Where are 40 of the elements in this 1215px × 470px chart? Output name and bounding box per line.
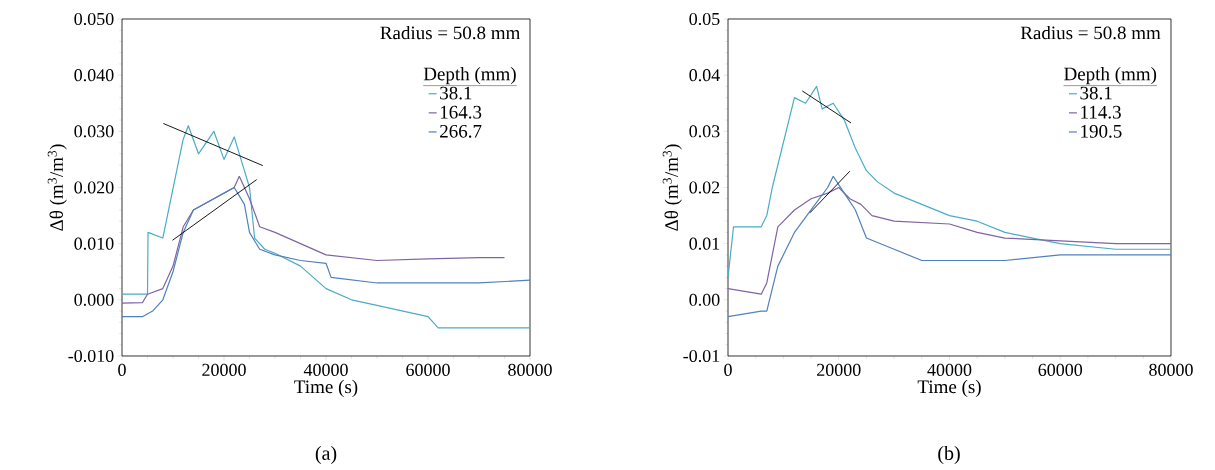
legend-label: 38.1: [440, 86, 472, 100]
text: (a): [315, 445, 337, 465]
legend-label: 114.3: [1081, 105, 1121, 119]
x-tick-label: 40000: [927, 363, 972, 376]
y-tick-label: 0.02: [689, 181, 720, 194]
y-tick-label: 0.03: [689, 125, 720, 138]
y-tick-label: 0.05: [689, 12, 720, 26]
y-tick-label: 0.030: [74, 125, 114, 138]
y-axis-title: Δθ (m$^{3}$/m$^{3}$): [47, 144, 67, 231]
annotation: Radius = 50.8 mm: [380, 25, 521, 40]
y-tick-label: 0.050: [74, 12, 114, 26]
x-tick-label: 0: [724, 363, 732, 376]
x-tick-label: 0: [118, 363, 126, 376]
legend-label: 190.5: [1081, 124, 1122, 138]
y-tick-label: 0.020: [74, 181, 114, 194]
annotation: Radius = 50.8 mm: [1020, 25, 1161, 40]
legend-title: Depth (mm): [423, 67, 516, 85]
y-tick-label: 0.04: [689, 69, 720, 82]
x-axis-title: Time (s): [917, 379, 981, 398]
y-tick-label: -0.010: [68, 349, 114, 363]
x-tick-label: 60000: [406, 363, 450, 376]
x-tick-label: 20000: [817, 363, 861, 376]
y-tick-label: 0.000: [74, 293, 114, 306]
legend-title: Depth (mm): [1064, 67, 1157, 85]
x-tick-label: 40000: [303, 363, 348, 376]
y-tick-label: 0.01: [689, 237, 720, 250]
x-tick-label: 20000: [202, 363, 246, 376]
y-tick-label: 0.010: [74, 237, 114, 250]
legend-label: 164.3: [440, 105, 482, 119]
text: (b): [938, 445, 960, 465]
x-tick-label: 80000: [1149, 363, 1193, 376]
y-tick-label: 0.040: [74, 69, 114, 82]
y-tick-label: -0.01: [683, 349, 720, 363]
y-tick-label: 0.00: [689, 293, 720, 306]
y-axis-title: Δθ (m$^{3}$/m$^{3}$): [662, 144, 682, 231]
x-tick-label: 80000: [508, 363, 552, 376]
legend-label: 38.1: [1080, 86, 1112, 100]
legend-label: 266.7: [440, 124, 482, 138]
x-axis-title: Time (s): [294, 379, 358, 398]
x-tick-label: 60000: [1038, 363, 1083, 376]
